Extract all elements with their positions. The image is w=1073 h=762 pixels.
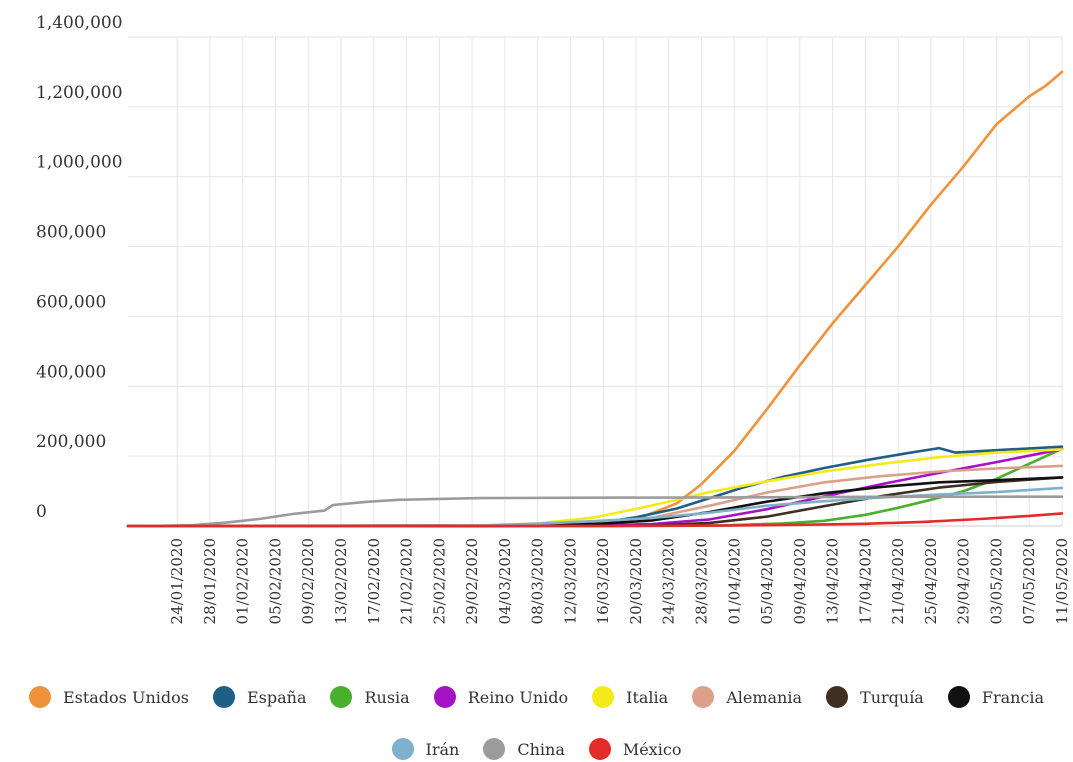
legend-label: Rusia bbox=[364, 687, 410, 707]
legend-item[interactable]: Francia bbox=[947, 686, 1045, 708]
legend-swatch bbox=[433, 686, 456, 708]
legend-item[interactable]: Italia bbox=[592, 686, 668, 708]
series-line-irán bbox=[126, 486, 1064, 528]
legend-label: Francia bbox=[981, 687, 1045, 707]
x-tick-label: 29/04/2020 bbox=[955, 538, 973, 624]
legend-item[interactable]: México bbox=[588, 738, 682, 760]
x-tick-label: 01/04/2020 bbox=[725, 538, 743, 624]
y-axis: 0 200,000 400,000 600,000 800,000 1,000,000 1,… bbox=[36, 13, 123, 522]
series-line-estados-unidos bbox=[126, 70, 1064, 528]
x-tick-label: 21/02/2020 bbox=[398, 538, 416, 624]
x-tick-label: 17/04/2020 bbox=[856, 538, 874, 624]
x-tick-label: 24/01/2020 bbox=[168, 538, 186, 624]
legend-label: México bbox=[622, 739, 682, 759]
legend-label: Estados Unidos bbox=[62, 687, 189, 707]
legend-item[interactable]: China bbox=[483, 738, 565, 760]
x-tick-label: 11/05/2020 bbox=[1053, 538, 1071, 624]
x-tick-label: 25/04/2020 bbox=[922, 538, 940, 624]
x-tick-label: 07/05/2020 bbox=[1020, 538, 1038, 624]
legend-label: China bbox=[517, 739, 565, 759]
legend-label: España bbox=[246, 687, 307, 707]
x-tick-label: 03/05/2020 bbox=[987, 538, 1005, 624]
legend-label: Italia bbox=[626, 687, 669, 707]
x-tick-label: 25/02/2020 bbox=[430, 538, 448, 624]
x-tick-label: 17/02/2020 bbox=[365, 538, 383, 624]
legend-swatch bbox=[592, 686, 615, 708]
y-tick-label: 1,000,000 bbox=[36, 153, 123, 173]
legend-label: Alemania bbox=[726, 687, 803, 707]
series-line-italia bbox=[126, 448, 1064, 528]
legend-item[interactable]: España bbox=[212, 686, 307, 708]
legend-row-1: Estados Unidos España Rusia Reino Unido Ital… bbox=[0, 686, 1073, 708]
x-tick-label: 24/03/2020 bbox=[660, 538, 678, 624]
x-tick-label: 08/03/2020 bbox=[529, 538, 547, 624]
series-line-reino-unido bbox=[126, 447, 1064, 528]
x-tick-label: 29/02/2020 bbox=[463, 538, 481, 624]
y-tick-label: 200,000 bbox=[36, 432, 106, 452]
x-tick-label: 28/01/2020 bbox=[201, 538, 219, 624]
legend-label: Turquía bbox=[860, 687, 924, 707]
x-tick-label: 21/04/2020 bbox=[889, 538, 907, 624]
legend-swatch bbox=[947, 686, 970, 708]
x-tick-label: 12/03/2020 bbox=[561, 538, 579, 624]
x-tick-label: 09/04/2020 bbox=[791, 538, 809, 624]
grid-lines bbox=[128, 36, 1063, 527]
legend-label: Irán bbox=[425, 739, 460, 759]
legend-item[interactable]: Reino Unido bbox=[433, 686, 569, 708]
x-tick-label: 09/02/2020 bbox=[299, 538, 317, 624]
x-tick-label: 01/02/2020 bbox=[234, 538, 252, 624]
y-tick-label: 1,400,000 bbox=[36, 13, 123, 33]
series-lines bbox=[126, 70, 1064, 528]
y-tick-label: 600,000 bbox=[36, 292, 106, 312]
line-chart: 0 200,000 400,000 600,000 800,000 1,000,000 1,… bbox=[36, 13, 1071, 624]
y-tick-label: 1,200,000 bbox=[36, 83, 123, 103]
series-line-china bbox=[126, 495, 1064, 528]
legend-swatch bbox=[28, 686, 51, 708]
legend-swatch bbox=[692, 686, 715, 708]
legend-item[interactable]: Alemania bbox=[692, 686, 802, 708]
x-tick-label: 13/02/2020 bbox=[332, 538, 350, 624]
legend-swatch bbox=[826, 686, 849, 708]
x-tick-label: 04/03/2020 bbox=[496, 538, 514, 624]
legend-swatch bbox=[391, 738, 414, 760]
y-tick-label: 800,000 bbox=[36, 223, 106, 243]
legend-item[interactable]: Estados Unidos bbox=[28, 686, 189, 708]
legend-item[interactable]: Turquía bbox=[826, 686, 924, 708]
legend-row-2: Irán China México bbox=[0, 738, 1073, 760]
x-axis: 24/01/2020 28/01/2020 01/02/2020 05/02/2020… bbox=[168, 538, 1071, 624]
y-tick-label: 400,000 bbox=[36, 362, 106, 382]
legend-item[interactable]: Rusia bbox=[330, 686, 410, 708]
legend-swatch bbox=[483, 738, 506, 760]
x-tick-label: 16/03/2020 bbox=[594, 538, 612, 624]
x-tick-label: 28/03/2020 bbox=[693, 538, 711, 624]
series-line-méxico bbox=[126, 512, 1064, 528]
legend-label: Reino Unido bbox=[467, 687, 569, 707]
x-tick-label: 05/04/2020 bbox=[758, 538, 776, 624]
legend-swatch bbox=[212, 686, 235, 708]
x-tick-label: 05/02/2020 bbox=[266, 538, 284, 624]
x-tick-label: 13/04/2020 bbox=[824, 538, 842, 624]
legend-swatch bbox=[588, 738, 611, 760]
y-tick-label: 0 bbox=[36, 502, 47, 522]
x-tick-label: 20/03/2020 bbox=[627, 538, 645, 624]
legend-swatch bbox=[330, 686, 353, 708]
legend-item[interactable]: Irán bbox=[391, 738, 460, 760]
